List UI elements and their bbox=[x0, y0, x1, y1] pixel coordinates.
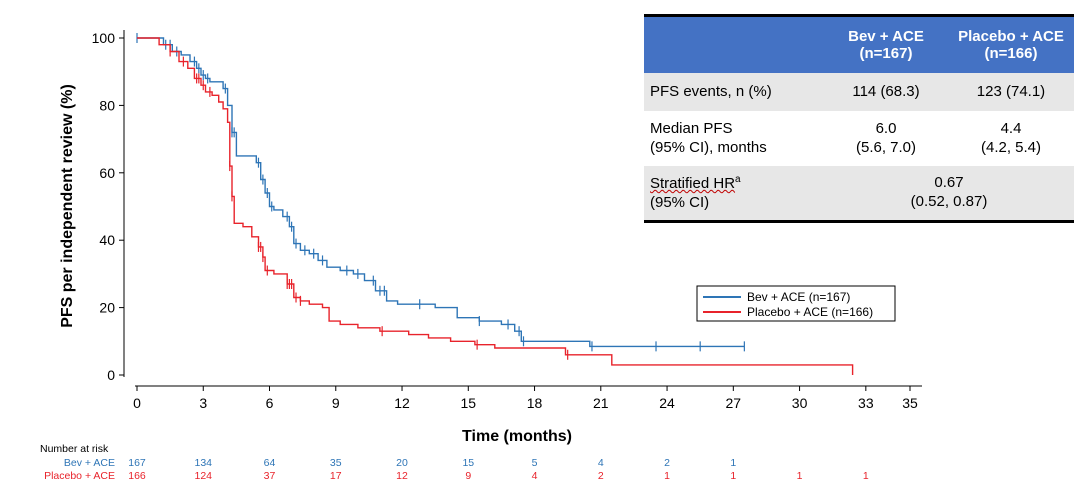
x-tick-label: 6 bbox=[266, 395, 274, 411]
table-header-placebo-line2: (n=166) bbox=[984, 45, 1038, 62]
table-header-row: Bev + ACE (n=167) Placebo + ACE (n=166) bbox=[644, 14, 1074, 73]
x-tick-label: 15 bbox=[460, 395, 476, 411]
risk-row-label-placebo: Placebo + ACE bbox=[44, 470, 115, 482]
risk-table-header: Number at risk bbox=[40, 443, 109, 455]
x-tick-label: 33 bbox=[858, 395, 874, 411]
risk-count-0: 5 bbox=[532, 457, 538, 469]
y-tick-label: 0 bbox=[107, 367, 115, 383]
risk-count-1: 4 bbox=[532, 470, 538, 482]
risk-count-1: 1 bbox=[863, 470, 869, 482]
table-row-pfs-events: PFS events, n (%) 114 (68.3) 123 (74.1) bbox=[644, 73, 1074, 112]
legend-label-bev: Bev + ACE (n=167) bbox=[747, 290, 850, 304]
y-tick-label: 80 bbox=[99, 97, 115, 113]
risk-row-label-bev: Bev + ACE bbox=[64, 457, 115, 469]
median-pfs-bev: 6.0 (5.6, 7.0) bbox=[824, 111, 948, 166]
x-tick-label: 35 bbox=[902, 395, 918, 411]
x-tick-label: 9 bbox=[332, 395, 340, 411]
median-pfs-bev-value: 6.0 bbox=[875, 120, 897, 138]
table-header-bev-line1: Bev + ACE bbox=[848, 27, 924, 45]
median-pfs-label-line2: (95% CI), months bbox=[650, 139, 767, 156]
x-tick-label: 0 bbox=[133, 395, 141, 411]
risk-count-0: 35 bbox=[330, 457, 342, 469]
table-row-median-pfs: Median PFS (95% CI), months 6.0 (5.6, 7.… bbox=[644, 111, 1074, 166]
row-label-hazard-ratio: Stratified HRa (95% CI) bbox=[644, 166, 824, 223]
y-tick-label: 40 bbox=[99, 232, 115, 248]
risk-count-1: 166 bbox=[128, 470, 146, 482]
series-layer bbox=[136, 33, 854, 375]
x-tick-label: 3 bbox=[199, 395, 207, 411]
x-tick-label: 12 bbox=[394, 395, 410, 411]
table-header-bev: Bev + ACE (n=167) bbox=[824, 14, 948, 73]
risk-count-0: 4 bbox=[598, 457, 604, 469]
risk-table: Number at risk Bev + ACE Placebo + ACE 1… bbox=[40, 443, 869, 482]
risk-count-0: 167 bbox=[128, 457, 146, 469]
pfs-events-bev: 114 (68.3) bbox=[824, 73, 948, 112]
risk-count-1: 1 bbox=[797, 470, 803, 482]
x-axis-title: Time (months) bbox=[462, 428, 572, 445]
x-tick-label: 27 bbox=[726, 395, 742, 411]
risk-count-1: 1 bbox=[664, 470, 670, 482]
hr-value: 0.67 bbox=[934, 174, 964, 192]
y-tick-label: 100 bbox=[92, 30, 116, 46]
table-header-bev-line2: (n=167) bbox=[859, 45, 913, 62]
pfs-events-placebo: 123 (74.1) bbox=[948, 73, 1074, 112]
summary-table: Bev + ACE (n=167) Placebo + ACE (n=166) … bbox=[644, 14, 1074, 223]
risk-count-1: 124 bbox=[194, 470, 212, 482]
risk-count-1: 12 bbox=[396, 470, 408, 482]
median-pfs-placebo-value: 4.4 bbox=[1000, 120, 1022, 138]
x-tick-label: 30 bbox=[792, 395, 808, 411]
risk-count-0: 134 bbox=[194, 457, 212, 469]
median-pfs-placebo-ci: (4.2, 5.4) bbox=[980, 139, 1042, 156]
median-pfs-label-line1: Median PFS bbox=[650, 120, 733, 138]
axes: 0 20 40 60 80 100 0 3 6 9 12 15 18 21 24 27 30 33 35 bbox=[92, 30, 922, 411]
y-tick-label: 60 bbox=[99, 165, 115, 181]
km-curve-1 bbox=[137, 37, 854, 375]
hr-label-line2: (95% CI) bbox=[650, 193, 710, 211]
table-header-blank bbox=[644, 14, 824, 73]
legend-box bbox=[696, 285, 896, 322]
legend: Bev + ACE (n=167) Placebo + ACE (n=166) bbox=[696, 285, 896, 322]
table-header-placebo: Placebo + ACE (n=166) bbox=[948, 14, 1074, 73]
hazard-ratio-value: 0.67 (0.52, 0.87) bbox=[824, 166, 1074, 223]
risk-count-1: 17 bbox=[330, 470, 342, 482]
hr-footnote-marker: a bbox=[735, 173, 741, 185]
risk-count-0: 2 bbox=[664, 457, 670, 469]
risk-count-0: 15 bbox=[462, 457, 474, 469]
hr-ci: (0.52, 0.87) bbox=[910, 193, 988, 210]
x-tick-label: 18 bbox=[527, 395, 543, 411]
table-row-hazard-ratio: Stratified HRa (95% CI) 0.67 (0.52, 0.87… bbox=[644, 166, 1074, 223]
y-axis-title: PFS per independent review (%) bbox=[59, 84, 76, 328]
median-pfs-placebo: 4.4 (4.2, 5.4) bbox=[948, 111, 1074, 166]
risk-count-1: 37 bbox=[264, 470, 276, 482]
risk-count-0: 64 bbox=[264, 457, 276, 469]
row-label-pfs-events: PFS events, n (%) bbox=[644, 73, 824, 112]
risk-count-1: 1 bbox=[730, 470, 736, 482]
legend-label-placebo: Placebo + ACE (n=166) bbox=[747, 305, 873, 319]
risk-count-0: 20 bbox=[396, 457, 408, 469]
risk-count-1: 2 bbox=[598, 470, 604, 482]
row-label-median-pfs: Median PFS (95% CI), months bbox=[644, 111, 824, 166]
hr-label-line1: Stratified HR bbox=[650, 174, 736, 192]
risk-count-1: 9 bbox=[465, 470, 471, 482]
x-tick-label: 24 bbox=[659, 395, 675, 411]
median-pfs-bev-ci: (5.6, 7.0) bbox=[855, 139, 917, 156]
table-header-placebo-line1: Placebo + ACE bbox=[958, 27, 1064, 45]
x-tick-label: 21 bbox=[593, 395, 609, 411]
y-tick-label: 20 bbox=[99, 300, 115, 316]
risk-count-0: 1 bbox=[730, 457, 736, 469]
